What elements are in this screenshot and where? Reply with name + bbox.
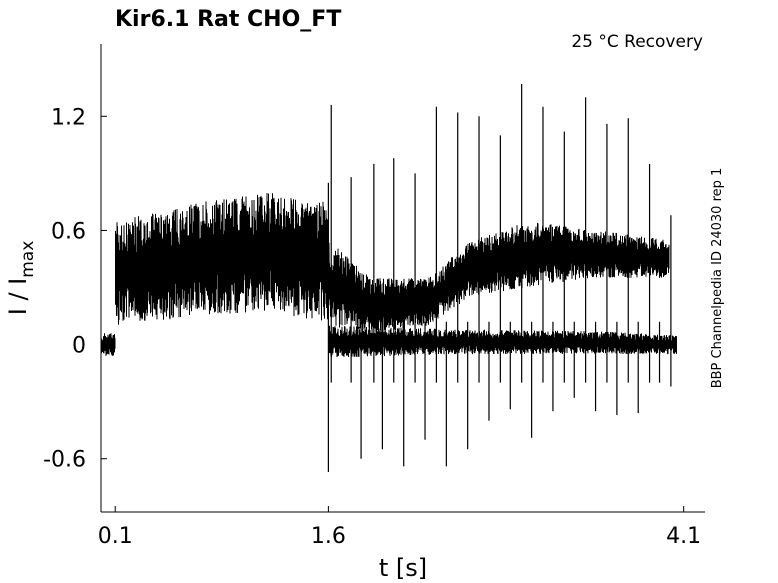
condition-label: 25 °C Recovery: [571, 32, 703, 52]
y-tick-label: 0.6: [51, 219, 86, 244]
y-tick-label: -0.6: [43, 448, 86, 473]
x-ticks: 0.1 1.6 4.1: [98, 506, 701, 549]
y-tick-label: 1.2: [51, 105, 86, 130]
trace-band: [328, 325, 677, 358]
y-tick-label: 0: [72, 334, 86, 359]
x-tick-label: 1.6: [311, 524, 346, 549]
x-tick-label: 4.1: [666, 524, 701, 549]
x-tick-label: 0.1: [98, 524, 133, 549]
trace-band: [328, 222, 670, 335]
y-axis-label-subscript: max: [18, 241, 38, 278]
trace-band: [100, 333, 116, 356]
side-label: BBP Channelpedia ID 24030 rep 1: [710, 168, 725, 389]
trace-band: [115, 193, 329, 325]
chart-title: Kir6.1 Rat CHO_FT: [115, 7, 341, 32]
y-ticks: 1.2 0.6 0 -0.6: [43, 105, 107, 473]
y-axis-label-main: I / I: [4, 278, 32, 316]
x-axis-label: t [s]: [379, 554, 427, 582]
y-axis-label: I / Imax: [4, 241, 38, 316]
plot-area: [100, 83, 677, 473]
